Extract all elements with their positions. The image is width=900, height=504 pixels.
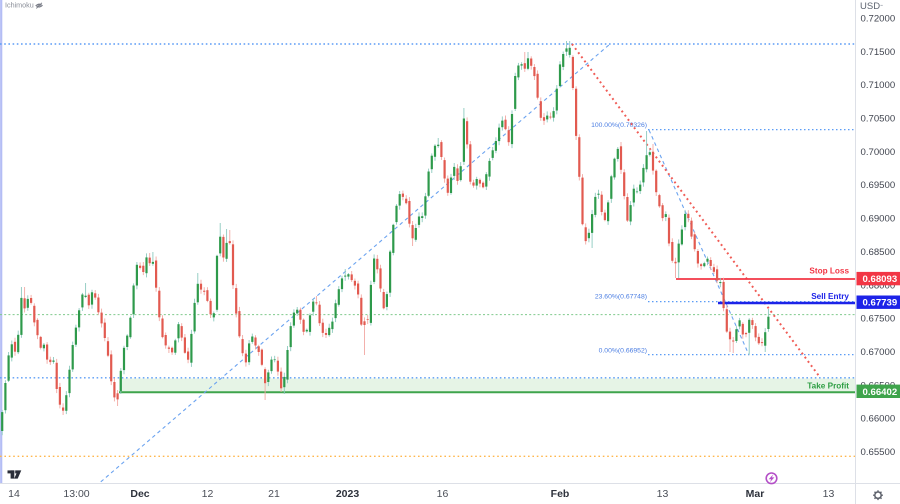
svg-text:100.00%(0.70326): 100.00%(0.70326)	[591, 122, 647, 129]
svg-text:Sell Entry: Sell Entry	[811, 292, 849, 301]
svg-text:13:00: 13:00	[63, 488, 89, 500]
svg-text:Mar: Mar	[746, 488, 765, 500]
svg-text:0.68093: 0.68093	[863, 274, 898, 285]
svg-text:0.68500: 0.68500	[861, 247, 896, 258]
svg-text:-: -	[880, 0, 883, 11]
svg-text:0.69500: 0.69500	[861, 180, 896, 191]
svg-text:14: 14	[8, 488, 20, 500]
svg-text:0.67000: 0.67000	[861, 347, 896, 358]
svg-text:USD: USD	[860, 1, 880, 12]
svg-text:0.66000: 0.66000	[861, 414, 896, 425]
svg-text:16: 16	[437, 488, 449, 500]
svg-text:0.67500: 0.67500	[861, 314, 896, 325]
svg-text:12: 12	[202, 488, 214, 500]
svg-text:0.00%(0.66952): 0.00%(0.66952)	[599, 348, 647, 355]
svg-text:0.67739: 0.67739	[863, 298, 898, 309]
svg-text:0.69000: 0.69000	[861, 214, 896, 225]
svg-text:0.70000: 0.70000	[861, 147, 896, 158]
svg-text:13: 13	[657, 488, 669, 500]
svg-text:2023: 2023	[336, 488, 360, 500]
svg-text:0.68000: 0.68000	[861, 280, 896, 291]
svg-text:21: 21	[268, 488, 280, 500]
svg-text:0.71000: 0.71000	[861, 80, 896, 91]
svg-text:0.72000: 0.72000	[861, 14, 896, 25]
svg-text:Ichimoku: Ichimoku	[5, 1, 34, 10]
svg-text:Stop Loss: Stop Loss	[809, 267, 849, 276]
svg-text:Dec: Dec	[130, 488, 149, 500]
svg-text:Take Profit: Take Profit	[807, 382, 849, 391]
svg-text:0.66402: 0.66402	[863, 387, 898, 398]
svg-text:0.70500: 0.70500	[861, 114, 896, 125]
svg-text:23.60%(0.67748): 23.60%(0.67748)	[595, 294, 647, 301]
svg-text:13: 13	[823, 488, 835, 500]
svg-text:Feb: Feb	[551, 488, 570, 500]
svg-text:0.65500: 0.65500	[861, 447, 896, 458]
svg-text:0.71500: 0.71500	[861, 47, 896, 58]
